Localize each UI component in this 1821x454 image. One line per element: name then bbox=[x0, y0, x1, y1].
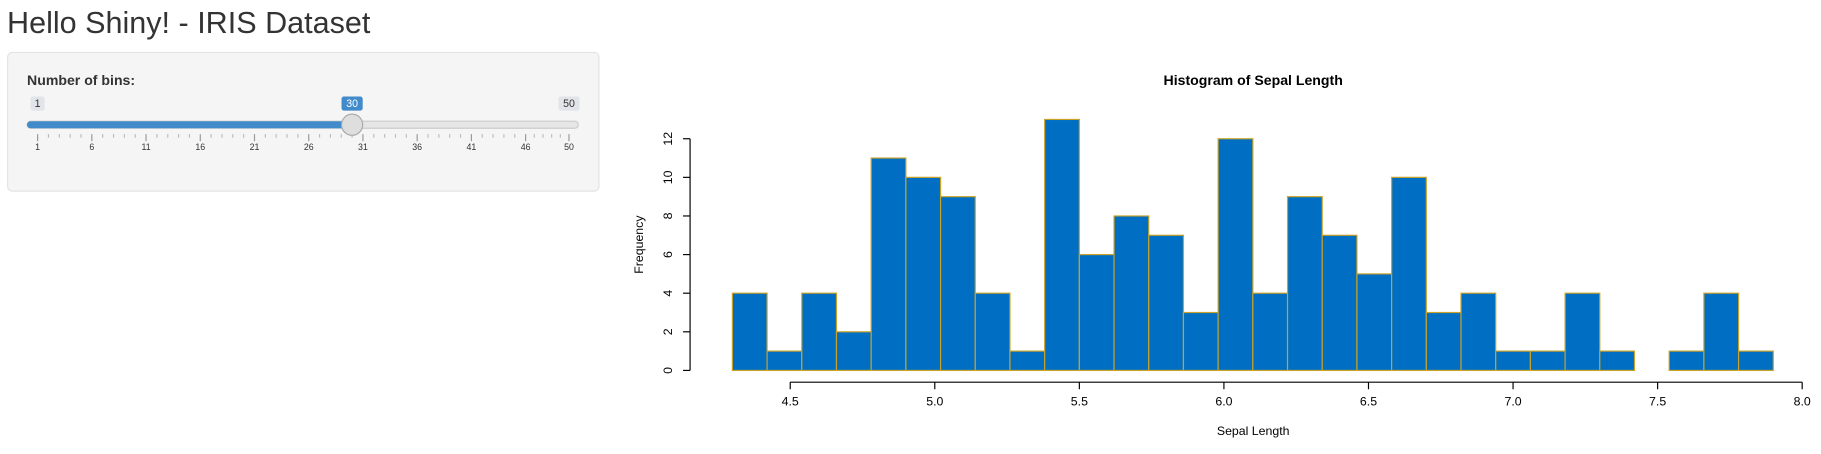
y-axis-label: Frequency bbox=[632, 215, 646, 274]
x-axis-label: Sepal Length bbox=[1217, 424, 1290, 438]
histogram-bar bbox=[974, 292, 1011, 372]
histogram-bar bbox=[939, 196, 976, 372]
histogram-bar bbox=[1321, 234, 1358, 372]
histogram-bar bbox=[731, 292, 768, 372]
y-tick-label: 6 bbox=[661, 251, 675, 258]
slider-min-label: 1 bbox=[35, 98, 41, 110]
y-tick-label: 8 bbox=[661, 212, 675, 219]
slider-label: Number of bins: bbox=[27, 72, 135, 88]
histogram-bar bbox=[1113, 215, 1150, 372]
histogram-bar bbox=[905, 176, 942, 372]
slider-tick-label: 1 bbox=[35, 142, 40, 152]
slider-tick-label: 16 bbox=[195, 142, 205, 152]
histogram-bar bbox=[1529, 350, 1566, 372]
y-tick-label: 2 bbox=[661, 328, 675, 335]
histogram-bar bbox=[1460, 292, 1497, 372]
histogram-bar bbox=[1703, 292, 1740, 372]
x-tick-label: 6.5 bbox=[1360, 394, 1377, 408]
histogram-bar bbox=[801, 292, 838, 372]
slider-tick-label: 50 bbox=[564, 142, 574, 152]
slider-tick-label: 41 bbox=[466, 142, 476, 152]
histogram-bar bbox=[1737, 350, 1774, 372]
histogram-bar bbox=[766, 350, 803, 372]
histogram-bar bbox=[1495, 350, 1531, 372]
histogram-bar bbox=[1009, 350, 1046, 372]
x-tick-label: 8.0 bbox=[1794, 394, 1811, 408]
slider-fill bbox=[27, 121, 353, 129]
y-tick-label: 10 bbox=[661, 170, 675, 184]
histogram-bar bbox=[1599, 350, 1636, 372]
histogram-bar bbox=[870, 157, 907, 372]
histogram-bar bbox=[1044, 118, 1080, 372]
histogram-bar bbox=[1564, 292, 1601, 372]
slider-min-label-bg bbox=[30, 96, 45, 111]
page-title: Hello Shiny! - IRIS Dataset bbox=[7, 6, 371, 40]
y-tick-label: 12 bbox=[661, 132, 675, 146]
x-tick-label: 7.5 bbox=[1649, 394, 1666, 408]
slider-max-label: 50 bbox=[563, 98, 575, 110]
slider-handle[interactable] bbox=[340, 113, 364, 136]
y-tick-label: 0 bbox=[661, 367, 675, 374]
slider-value-label: 30 bbox=[346, 98, 358, 110]
x-tick-label: 5.5 bbox=[1071, 394, 1088, 408]
slider-tick-label: 26 bbox=[304, 142, 314, 152]
y-tick-label: 4 bbox=[661, 290, 675, 297]
histogram-bar bbox=[1668, 350, 1705, 372]
slider-tick-label: 31 bbox=[358, 142, 368, 152]
x-tick-label: 4.5 bbox=[782, 394, 799, 408]
slider-tick-label: 21 bbox=[250, 142, 260, 152]
histogram-bar bbox=[1217, 138, 1254, 372]
slider-tick-label: 11 bbox=[141, 142, 150, 152]
slider-value-label-bg bbox=[341, 96, 363, 111]
histogram-bar bbox=[1425, 311, 1462, 372]
histogram-bar bbox=[1252, 292, 1289, 372]
histogram-bar bbox=[1391, 176, 1427, 372]
x-tick-label: 5.0 bbox=[926, 394, 943, 408]
x-tick-label: 6.0 bbox=[1215, 394, 1232, 408]
slider-tick-label: 6 bbox=[89, 142, 94, 152]
histogram-bar bbox=[1286, 196, 1323, 372]
slider-tick-label: 36 bbox=[412, 142, 422, 152]
histogram-bar bbox=[1078, 253, 1115, 372]
x-tick-label: 7.0 bbox=[1504, 394, 1521, 408]
histogram-bar bbox=[1356, 273, 1393, 372]
histogram-chart: Histogram of Sepal Length Sepal Length F… bbox=[632, 72, 1811, 438]
histogram-bar bbox=[835, 331, 872, 372]
slider-tick-label: 46 bbox=[521, 142, 531, 152]
histogram-bar bbox=[1182, 311, 1219, 372]
histogram-bar bbox=[1148, 234, 1185, 372]
chart-title: Histogram of Sepal Length bbox=[1164, 72, 1343, 88]
slider-max-label-bg bbox=[558, 96, 580, 111]
